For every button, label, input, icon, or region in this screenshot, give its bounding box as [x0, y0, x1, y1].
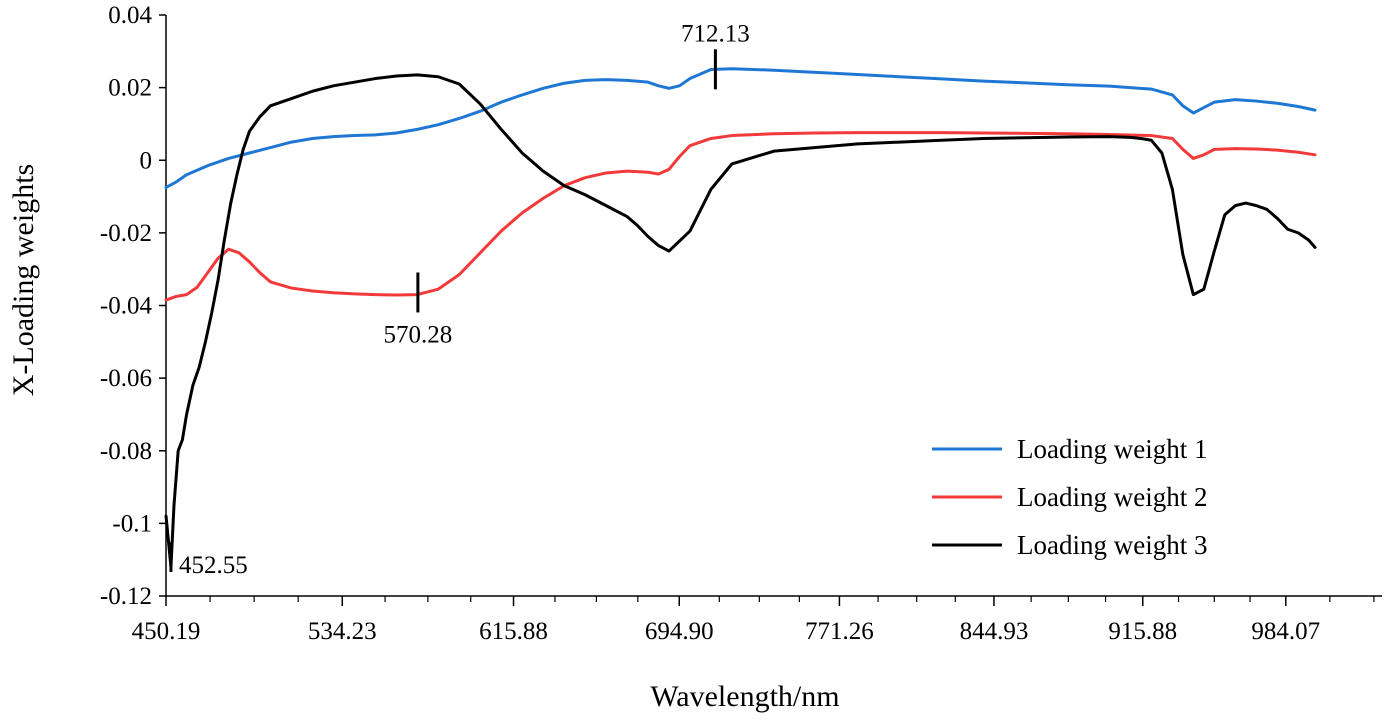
y-tick-label: -0.06: [100, 365, 152, 392]
x-axis-title: Wavelength/nm: [650, 680, 839, 713]
x-tick-label: 450.19: [132, 618, 201, 645]
y-tick-label: -0.02: [100, 220, 152, 247]
legend-label: Loading weight 1: [1017, 434, 1207, 464]
annotation-label: 452.55: [179, 552, 248, 579]
series-line-2: [164, 131, 1317, 302]
legend-label: Loading weight 2: [1017, 482, 1207, 512]
y-axis-title: X-Loading weights: [7, 164, 40, 396]
annotation-label: 570.28: [384, 321, 453, 348]
x-tick-label: 844.93: [960, 618, 1029, 645]
y-tick-label: -0.12: [100, 583, 152, 610]
annotation-label: 712.13: [681, 20, 750, 47]
x-tick-label: 915.88: [1108, 618, 1177, 645]
x-tick-label: 984.07: [1251, 618, 1320, 645]
series-line-1: [164, 67, 1317, 189]
x-tick-label: 534.23: [308, 618, 377, 645]
legend: Loading weight 1 Loading weight 2 Loading …: [932, 434, 1207, 560]
annotations: 712.13 570.28 452.55: [169, 20, 750, 579]
legend-label: Loading weight 3: [1017, 530, 1207, 560]
y-tick-label: -0.1: [112, 510, 152, 537]
series-line-3: [164, 73, 1317, 569]
x-tick-label: 694.90: [645, 618, 714, 645]
y-tick-label: 0: [140, 147, 153, 174]
y-tick-label: 0.04: [108, 2, 152, 29]
x-tick-label: 615.88: [479, 618, 548, 645]
y-tick-label: 0.02: [108, 75, 152, 102]
plot-area: [164, 67, 1317, 569]
x-tick-label: 771.26: [805, 618, 874, 645]
y-tick-label: -0.04: [100, 293, 153, 320]
y-tick-label: -0.08: [100, 438, 152, 465]
axes: 0.04 0.02 0 -0.02 -0.04 -0.06 -0.08 -0.1 -0.12 45…: [100, 2, 1382, 645]
